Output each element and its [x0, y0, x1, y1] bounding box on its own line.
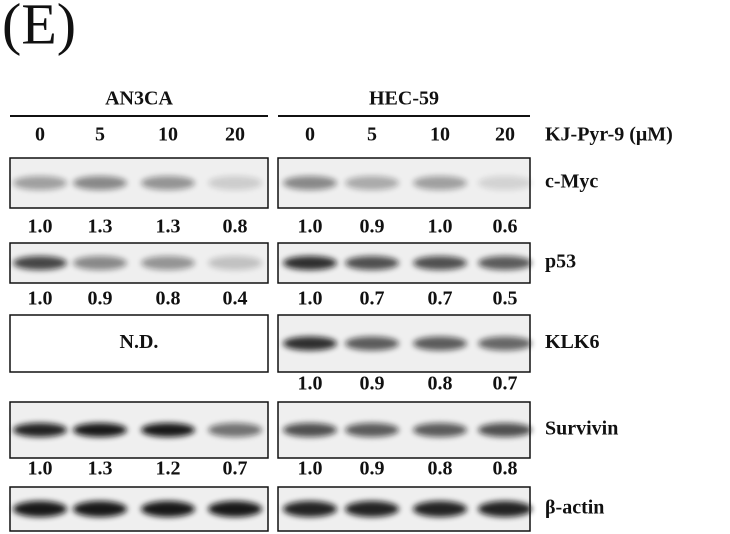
band — [478, 423, 532, 437]
band — [345, 423, 399, 437]
quantification: 0.9 — [88, 288, 113, 310]
band — [208, 423, 262, 437]
cell-line-label: AN3CA — [105, 88, 173, 110]
band — [141, 423, 195, 437]
concentration-label: 10 — [158, 124, 178, 146]
concentration-label: 20 — [225, 124, 245, 146]
quantification: 0.7 — [223, 458, 248, 480]
band — [345, 176, 399, 190]
concentration-label: 5 — [95, 124, 105, 146]
band — [283, 423, 337, 437]
band — [413, 423, 467, 437]
band — [283, 176, 337, 190]
band — [283, 336, 337, 351]
quantification: 1.3 — [88, 216, 113, 238]
panel-label: (E) — [2, 0, 76, 56]
band — [13, 423, 67, 437]
band — [73, 501, 127, 517]
quantification: 0.4 — [223, 288, 248, 310]
band — [345, 501, 399, 517]
band — [141, 176, 195, 190]
band — [13, 501, 67, 517]
concentration-label: 5 — [367, 124, 377, 146]
protein-label: KLK6 — [545, 331, 599, 353]
quantification: 0.5 — [493, 288, 518, 310]
quantification: 0.8 — [428, 458, 453, 480]
quantification: 0.7 — [360, 288, 385, 310]
cell-line-label: HEC-59 — [369, 88, 439, 110]
protein-label: c-Myc — [545, 171, 598, 193]
band — [283, 501, 337, 517]
quantification: 0.9 — [360, 458, 385, 480]
quantification: 0.6 — [493, 216, 518, 238]
band — [13, 176, 67, 190]
band — [478, 336, 532, 351]
quantification: 0.8 — [156, 288, 181, 310]
quantification: 0.7 — [493, 373, 518, 395]
band — [208, 176, 262, 190]
band — [141, 256, 195, 270]
quantification: 1.3 — [156, 216, 181, 238]
concentration-label: 10 — [430, 124, 450, 146]
quantification: 0.9 — [360, 216, 385, 238]
band — [208, 256, 262, 270]
quantification: 1.0 — [428, 216, 453, 238]
not-detected: N.D. — [120, 331, 159, 353]
band — [141, 501, 195, 517]
quantification: 1.3 — [88, 458, 113, 480]
band — [73, 256, 127, 270]
treatment-label: KJ-Pyr-9 (μM) — [545, 124, 673, 146]
band — [413, 176, 467, 190]
protein-label: p53 — [545, 251, 576, 273]
band — [413, 256, 467, 270]
quantification: 1.0 — [298, 216, 323, 238]
quantification: 0.9 — [360, 373, 385, 395]
band — [283, 256, 337, 270]
band — [478, 256, 532, 270]
band — [345, 336, 399, 351]
band — [73, 176, 127, 190]
concentration-label: 0 — [305, 124, 315, 146]
protein-label: Survivin — [545, 418, 618, 440]
quantification: 1.2 — [156, 458, 181, 480]
band — [478, 176, 532, 190]
quantification: 1.0 — [298, 458, 323, 480]
quantification: 0.8 — [428, 373, 453, 395]
quantification: 1.0 — [298, 288, 323, 310]
band — [13, 256, 67, 270]
blot-box — [9, 314, 269, 373]
band — [208, 501, 262, 517]
band — [413, 501, 467, 517]
quantification: 1.0 — [298, 373, 323, 395]
concentration-label: 20 — [495, 124, 515, 146]
band — [413, 336, 467, 351]
quantification: 1.0 — [28, 458, 53, 480]
band — [345, 256, 399, 270]
concentration-label: 0 — [35, 124, 45, 146]
quantification: 1.0 — [28, 216, 53, 238]
protein-label: β-actin — [545, 497, 604, 519]
quantification: 0.8 — [223, 216, 248, 238]
quantification: 0.8 — [493, 458, 518, 480]
quantification: 0.7 — [428, 288, 453, 310]
band — [478, 501, 532, 517]
band — [73, 423, 127, 437]
quantification: 1.0 — [28, 288, 53, 310]
